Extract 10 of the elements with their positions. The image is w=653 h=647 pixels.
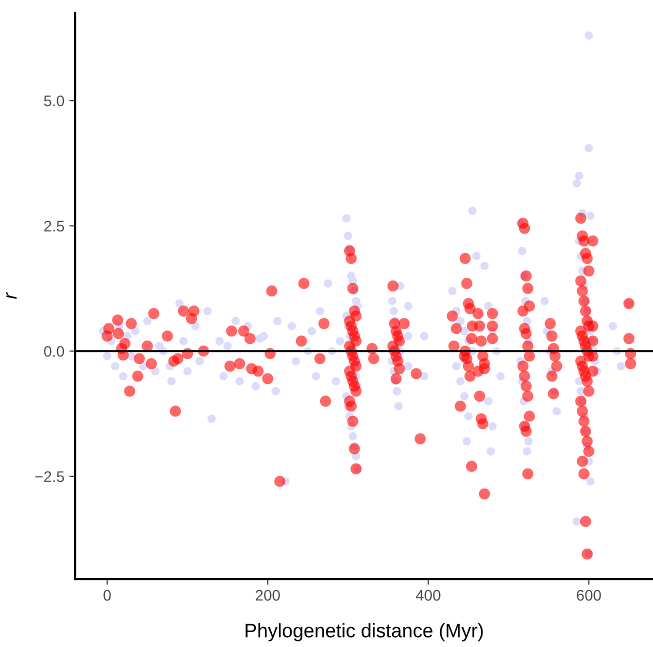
y-tick-label: −2.5	[35, 471, 64, 482]
x-axis-title: Phylogenetic distance (Myr)	[246, 623, 483, 642]
x-tick-label: 0	[104, 590, 111, 601]
y-tick-label: 2.5	[44, 220, 64, 232]
y-tick-label: 0.0	[44, 346, 64, 357]
x-tick-label: 400	[416, 590, 440, 601]
y-tick-label: 5.0	[44, 95, 64, 106]
y-axis-title: r	[6, 292, 17, 299]
x-tick-label: 200	[256, 590, 280, 601]
x-tick-label: 600	[576, 590, 601, 601]
